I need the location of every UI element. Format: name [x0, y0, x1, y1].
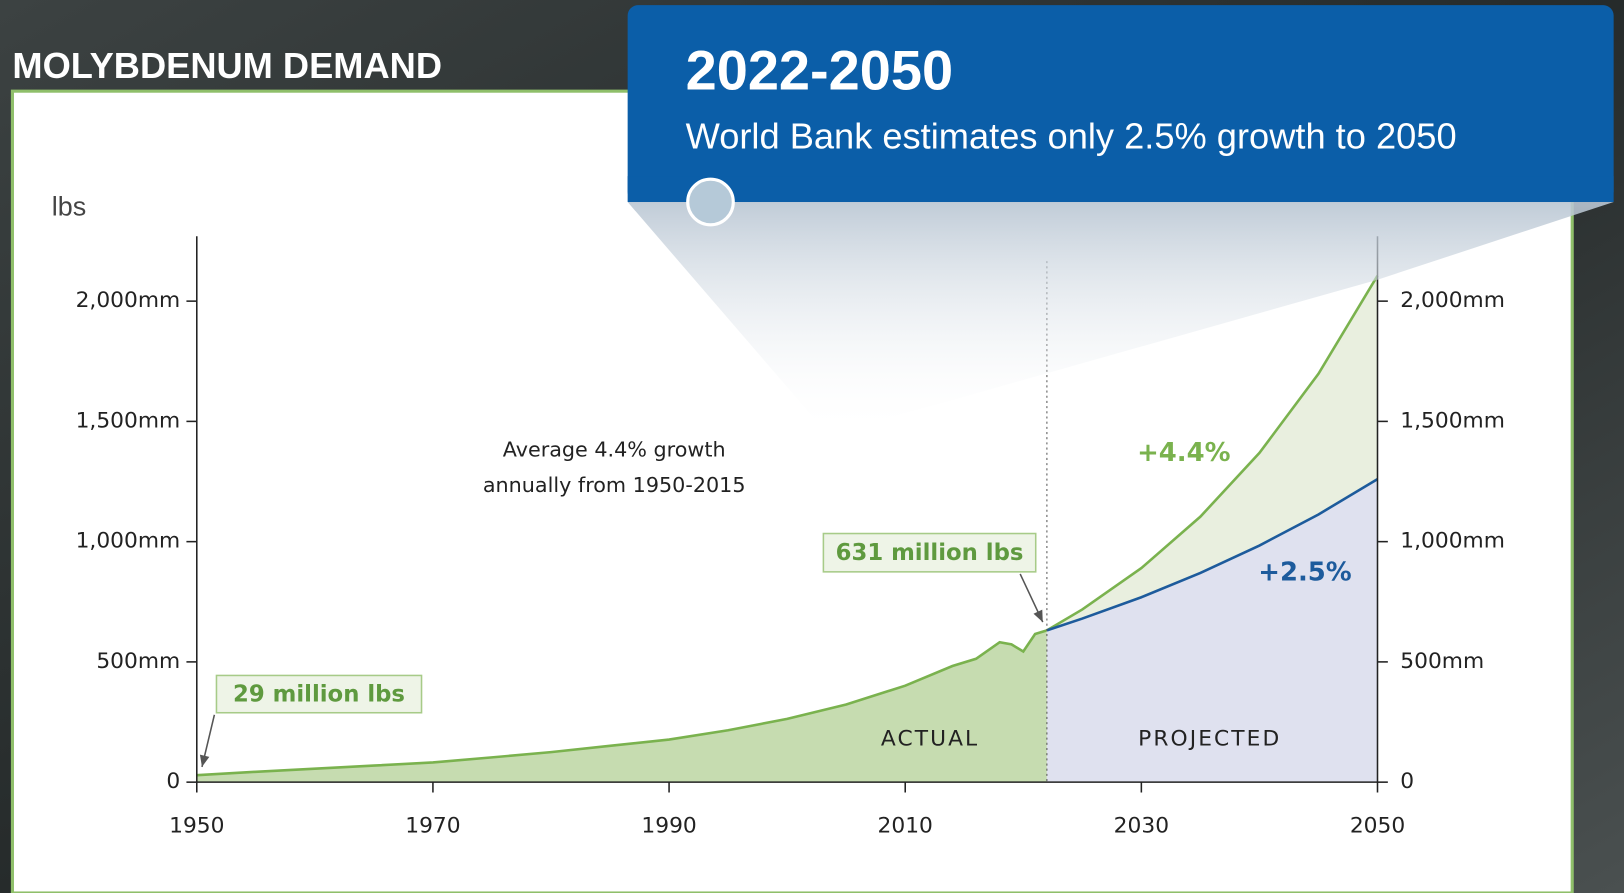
- y-axis-label: lbs: [52, 191, 86, 221]
- annotation-arrowhead: [1033, 609, 1043, 623]
- series-label: +4.4%: [1137, 438, 1231, 468]
- area-fill: [196, 630, 1047, 783]
- y2-tick-label: 2,000mm: [1400, 288, 1505, 313]
- note-text: annually from 1950-2015: [483, 473, 746, 497]
- annotation-box: [215, 674, 423, 714]
- x-tick-label: 2050: [1350, 814, 1405, 839]
- y2-tick-label: 0: [1400, 769, 1414, 794]
- annotation-box: [822, 532, 1037, 573]
- series-line: [1046, 478, 1379, 632]
- region-label: ACTUAL: [881, 727, 979, 752]
- series-line: [1046, 275, 1379, 632]
- y-tick-label: 500mm: [96, 649, 180, 674]
- y-tick-label: 2,000mm: [76, 288, 181, 313]
- annotation-arrowhead: [199, 754, 210, 767]
- x-tick-label: 1970: [405, 814, 460, 839]
- y-tick-label: 0: [166, 769, 180, 794]
- note-text: Average 4.4% growth: [503, 438, 726, 462]
- callout-icon: [686, 177, 735, 227]
- callout-title: 2022-2050: [686, 38, 953, 101]
- callout-box-bottom: [627, 176, 1614, 203]
- x-tick-label: 2030: [1114, 814, 1169, 839]
- x-tick-label: 1950: [169, 814, 224, 839]
- series-label: +2.5%: [1258, 557, 1352, 587]
- y-tick-label: 1,000mm: [76, 529, 181, 554]
- callout-cone: [627, 202, 1614, 436]
- plot: 0 500mm 1,000mm 1,500mm 2,000mm 0 500mm 1,000mm…: [52, 191, 1505, 838]
- y-tick-label: 1,500mm: [76, 408, 181, 433]
- annotation-text: 631 million lbs: [836, 540, 1024, 566]
- x-tick-label: 1990: [641, 814, 696, 839]
- y2-tick-label: 500mm: [1400, 649, 1484, 674]
- y2-tick-label: 1,000mm: [1400, 529, 1505, 554]
- annotation-text: 29 million lbs: [233, 682, 405, 708]
- page-title: MOLYBDENUM DEMAND: [12, 45, 442, 86]
- area-fill: [1046, 479, 1378, 783]
- callout-box: [627, 5, 1614, 203]
- series-line: [196, 629, 1048, 777]
- x-tick-label: 2010: [878, 814, 933, 839]
- callout-text: World Bank estimates only 2.5% growth to…: [686, 115, 1457, 156]
- y2-tick-label: 1,500mm: [1400, 408, 1505, 433]
- region-label: PROJECTED: [1138, 727, 1281, 752]
